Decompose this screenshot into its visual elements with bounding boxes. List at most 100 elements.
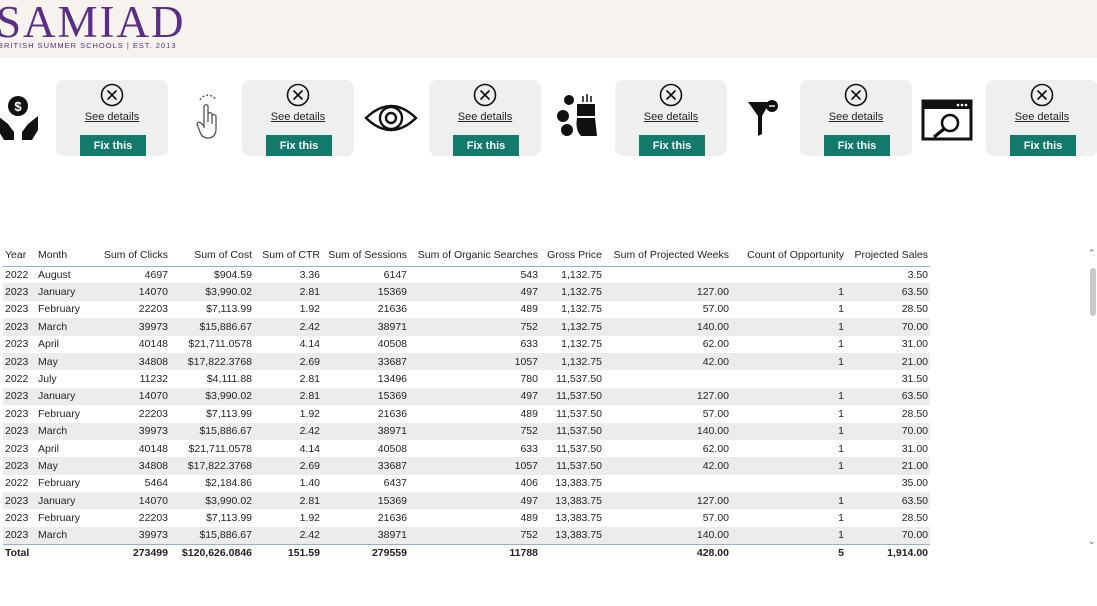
table-header-row: Year Month Sum of Clicks Sum of Cost Sum… (3, 244, 930, 266)
col-header[interactable]: Sum of Projected Weeks (613, 248, 729, 261)
table-row[interactable]: 2022 August 4697 $904.59 3.36 6147 543 1,132.75… (3, 266, 930, 283)
table-cell: 28.50 (901, 303, 928, 316)
table-cell: 2023 (5, 442, 29, 455)
see-details-link[interactable]: See details (270, 111, 326, 123)
table-cell: February (38, 512, 81, 525)
table-row[interactable]: 2023 January 14070 $3,990.02 2.81 15369 497 13,… (3, 492, 930, 510)
table-cell: April (38, 338, 60, 351)
table-row[interactable]: 2023 May 34808 $17,822.3768 2.69 33687 1057 1,1… (3, 352, 930, 371)
table-cell: 497 (520, 390, 538, 403)
fix-this-button[interactable]: Fix this (1010, 135, 1076, 156)
see-details-link[interactable]: See details (1014, 111, 1070, 123)
table-cell: 1 (838, 512, 844, 525)
table-cell: 1 (838, 442, 844, 455)
fix-this-button[interactable]: Fix this (824, 135, 890, 156)
table-scrollbar[interactable]: ⌃ ⌄ (1088, 244, 1097, 552)
total-cell: 151.59 (254, 543, 322, 561)
table-row[interactable]: 2023 February 22203 $7,113.99 1.92 21636 489 11… (3, 405, 930, 422)
table-cell: February (38, 303, 81, 316)
table-cell: 2023 (5, 529, 29, 542)
table-cell (731, 475, 846, 492)
fix-this-button[interactable]: Fix this (453, 135, 519, 156)
close-icon[interactable] (659, 83, 683, 107)
action-card-1: See details Fix this (56, 80, 168, 156)
table-cell: 2.69 (299, 459, 320, 472)
fix-this-button[interactable]: Fix this (80, 135, 146, 156)
col-header[interactable]: Sum of Organic Searches (417, 248, 538, 261)
col-header[interactable]: Month (38, 248, 68, 261)
table-cell: 4.14 (299, 442, 320, 455)
table-cell: 15369 (377, 494, 407, 507)
close-icon[interactable] (844, 83, 868, 107)
table-cell: $15,886.67 (199, 529, 252, 542)
col-header[interactable]: Projected Sales (854, 248, 928, 261)
see-details-link[interactable]: See details (457, 111, 513, 123)
table-cell: 11,537.50 (556, 425, 602, 438)
table-row[interactable]: 2023 May 34808 $17,822.3768 2.69 33687 1057 11,… (3, 457, 930, 475)
col-header[interactable]: Sum of Sessions (328, 248, 407, 261)
table-cell: 2023 (5, 303, 29, 316)
table-cell: 57.00 (702, 407, 729, 420)
table-cell: March (38, 529, 68, 542)
table-cell: 1.92 (299, 407, 320, 420)
table-row[interactable]: 2023 January 14070 $3,990.02 2.81 15369 497 1,1… (3, 283, 930, 301)
table-cell: 1 (838, 459, 844, 472)
close-icon[interactable] (473, 83, 497, 107)
close-icon[interactable] (1030, 83, 1054, 107)
col-header[interactable]: Count of Opportunity (747, 248, 844, 261)
table-cell: $2,184.86 (205, 477, 252, 490)
table-row[interactable]: 2023 March 39973 $15,886.67 2.42 38971 752 13,3… (3, 526, 930, 545)
table-cell: 40148 (138, 338, 168, 351)
close-icon[interactable] (286, 83, 310, 107)
col-header[interactable]: Sum of Cost (194, 248, 252, 261)
fix-this-button[interactable]: Fix this (266, 135, 332, 156)
fix-this-button[interactable]: Fix this (639, 135, 705, 156)
table-cell: 15369 (377, 286, 407, 299)
table-row[interactable]: 2023 April 40148 $21,711.0578 4.14 40508 633 11… (3, 440, 930, 457)
col-header[interactable]: Sum of CTR (262, 248, 320, 261)
table-cell: 21636 (377, 512, 407, 525)
scroll-up-icon[interactable]: ⌃ (1088, 248, 1096, 258)
table-row[interactable]: 2023 January 14070 $3,990.02 2.81 15369 497 11,… (3, 387, 930, 406)
table-row[interactable]: 2023 February 22203 $7,113.99 1.92 21636 489 1,… (3, 301, 930, 318)
table-cell: 6147 (383, 268, 407, 281)
table-cell: $21,711.0578 (188, 338, 252, 351)
table-row[interactable]: 2023 February 22203 $7,113.99 1.92 21636 489 13… (3, 509, 930, 526)
see-details-link[interactable]: See details (828, 111, 884, 123)
table-cell: 13496 (377, 373, 407, 386)
table-cell: 2023 (5, 459, 29, 472)
see-details-link[interactable]: See details (643, 111, 699, 123)
table-cell: 633 (520, 442, 538, 455)
col-header[interactable]: Gross Price (547, 248, 602, 261)
table-cell: 38971 (377, 425, 407, 438)
table-cell: 2.42 (299, 320, 320, 333)
action-card-4: See details Fix this (615, 80, 727, 156)
data-table: Year Month Sum of Clicks Sum of Cost Sum… (0, 244, 1097, 562)
table-row[interactable]: 2023 March 39973 $15,886.67 2.42 38971 752 11,5… (3, 422, 930, 440)
sales-table: Year Month Sum of Clicks Sum of Cost Sum… (3, 244, 930, 561)
table-cell: 39973 (138, 320, 168, 333)
table-cell: 38971 (377, 529, 407, 542)
table-cell: 62.00 (702, 442, 729, 455)
see-details-link[interactable]: See details (84, 111, 140, 123)
table-cell: $7,113.99 (206, 303, 252, 316)
table-cell: 22203 (138, 407, 168, 420)
close-icon[interactable] (100, 83, 124, 107)
scroll-down-icon[interactable]: ⌄ (1088, 536, 1096, 546)
col-header[interactable]: Sum of Clicks (103, 248, 168, 261)
total-cell: Total (3, 543, 36, 561)
table-cell: 1 (838, 407, 844, 420)
col-header[interactable]: Year (5, 248, 27, 261)
table-cell: May (38, 459, 58, 472)
table-cell: 2.42 (299, 529, 320, 542)
table-cell (731, 370, 846, 387)
table-cell: 21636 (377, 407, 407, 420)
table-row[interactable]: 2023 March 39973 $15,886.67 2.42 38971 752 1,13… (3, 318, 930, 336)
table-row[interactable]: 2022 July 11232 $4,111.88 2.81 13496 780 11,537… (3, 370, 930, 387)
table-cell: 127.00 (696, 286, 729, 299)
table-row[interactable]: 2022 February 5464 $2,184.86 1.40 6437 406 13,3… (3, 475, 930, 492)
scroll-thumb[interactable] (1090, 268, 1096, 316)
table-cell: 11,537.50 (556, 407, 602, 420)
table-row[interactable]: 2023 April 40148 $21,711.0578 4.14 40508 633 1,… (3, 336, 930, 353)
table-cell: 3.36 (299, 268, 320, 281)
